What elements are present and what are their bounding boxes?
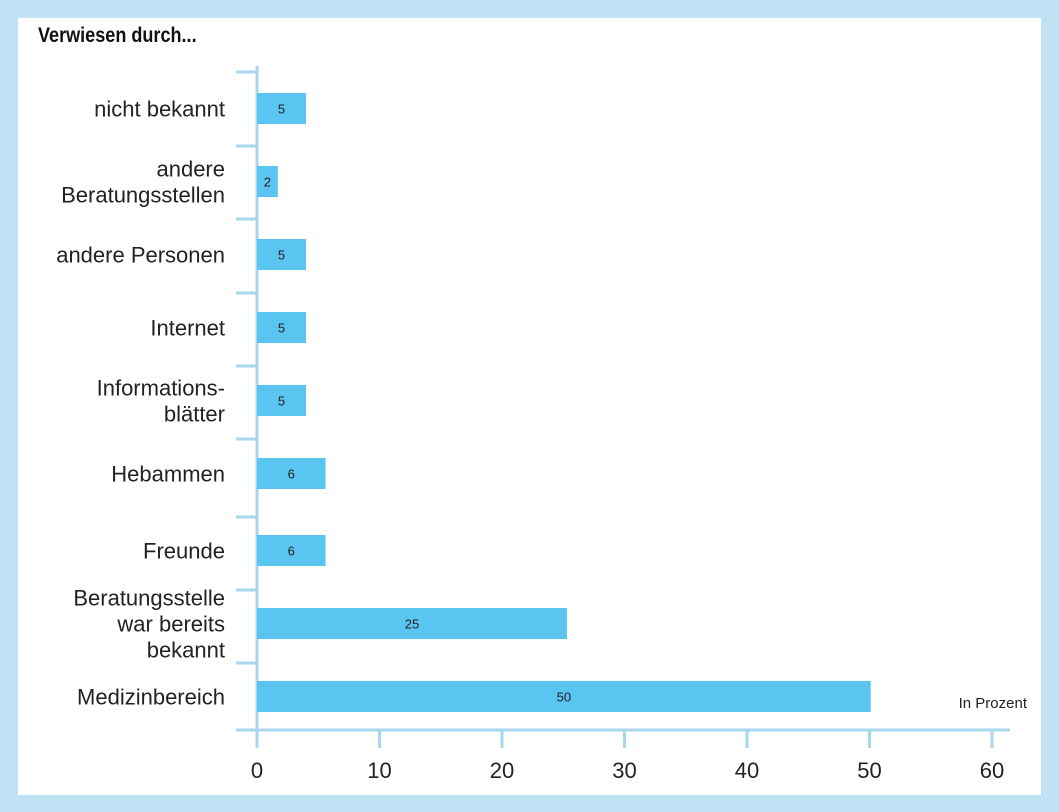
bar-3: [257, 312, 306, 343]
category-label-line: andere: [156, 157, 225, 182]
chart-title: Verwiesen durch...: [38, 24, 197, 47]
x-tick-label-40: 40: [735, 758, 759, 783]
data-label-7: 25: [405, 617, 419, 632]
category-label-line: bekannt: [147, 638, 225, 663]
category-label-line: Internet: [150, 316, 225, 341]
bar-4: [257, 385, 306, 416]
bar-7: [257, 608, 567, 639]
data-label-1: 2: [264, 175, 271, 190]
category-label-line: Medizinbereich: [77, 685, 225, 710]
x-tick-label-30: 30: [612, 758, 636, 783]
x-tick-label-0: 0: [251, 758, 263, 783]
category-label-line: Freunde: [143, 539, 225, 564]
bar-8: [257, 681, 871, 712]
bar-1: [257, 166, 278, 197]
data-label-4: 5: [278, 394, 285, 409]
unit-label: In Prozent: [958, 695, 1027, 712]
bar-6: [257, 535, 326, 566]
category-label-7: Beratungsstelle war bereits bekannt: [73, 586, 225, 663]
data-label-6: 6: [288, 544, 295, 559]
category-label-8: Medizinbereich: [77, 685, 225, 710]
data-label-8: 50: [557, 690, 571, 705]
category-label-line: Beratungsstelle: [73, 586, 225, 611]
category-label-line: Hebammen: [111, 462, 225, 487]
x-tick-label-60: 60: [980, 758, 1004, 783]
data-label-0: 5: [278, 102, 285, 117]
data-label-2: 5: [278, 248, 285, 263]
category-label-line: blätter: [164, 402, 225, 427]
data-label-5: 6: [288, 467, 295, 482]
category-label-line: andere Personen: [56, 243, 225, 268]
category-label-4: Informations-blätter: [97, 376, 225, 427]
category-label-line: Informations-: [97, 376, 225, 401]
category-label-line: war bereits: [116, 612, 225, 637]
data-label-3: 5: [278, 321, 285, 336]
bar-0: [257, 93, 306, 124]
x-tick-label-20: 20: [490, 758, 514, 783]
category-label-2: andere Personen: [56, 243, 225, 268]
x-tick-label-50: 50: [857, 758, 881, 783]
category-label-6: Freunde: [143, 539, 225, 564]
category-label-0: nicht bekannt: [94, 97, 225, 122]
x-tick-label-10: 10: [367, 758, 391, 783]
bar-2: [257, 239, 306, 270]
category-label-line: nicht bekannt: [94, 97, 225, 122]
bar-5: [257, 458, 326, 489]
category-label-3: Internet: [150, 316, 225, 341]
category-label-1: andere Beratungsstellen: [61, 157, 225, 208]
category-label-line: Beratungsstellen: [61, 183, 225, 208]
category-label-5: Hebammen: [111, 462, 225, 487]
chart-panel: Verwiesen durch... In Prozent 0 10 20 30 40 5…: [18, 18, 1041, 795]
